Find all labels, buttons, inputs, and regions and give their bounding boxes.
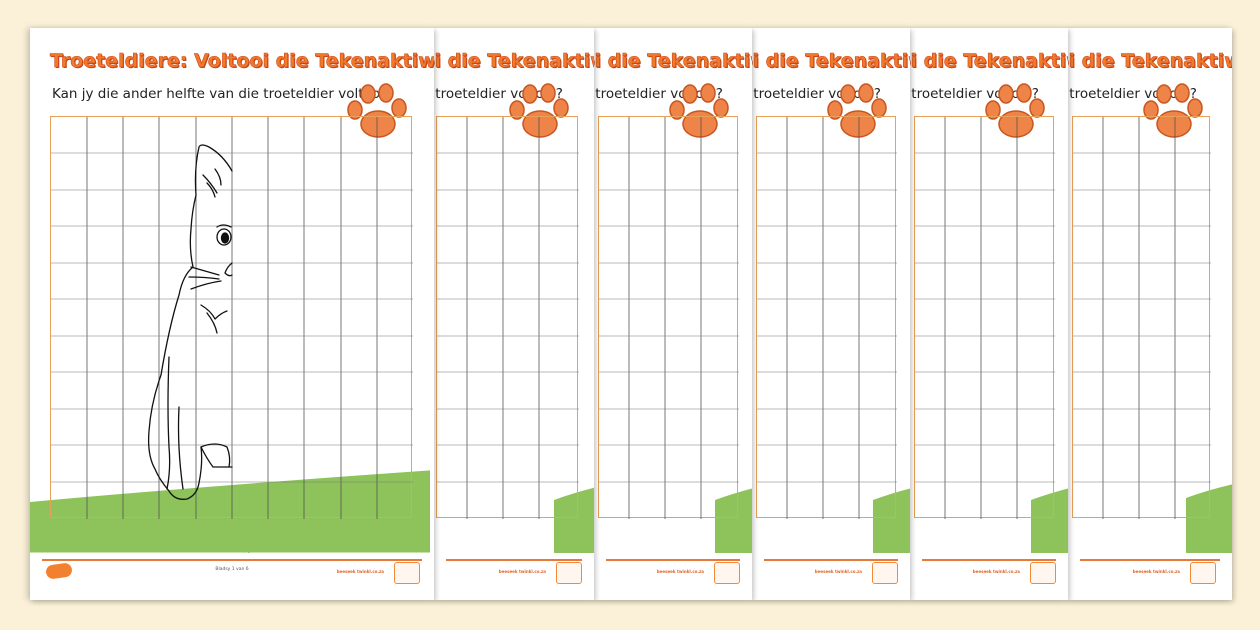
footer-site: beeseek twinkl.co.za (336, 569, 384, 574)
grid-lines (1073, 117, 1211, 519)
paw-print-icon (347, 83, 407, 138)
footer-site: beeseek twinkl.co.za (656, 569, 704, 574)
worksheet-page-2: Troeteldiere: Voltooi die Tekenaktiwitei… (434, 28, 594, 600)
grass-background (30, 470, 430, 553)
paw-print-icon (1143, 83, 1203, 138)
footer-divider (922, 559, 1056, 561)
worksheet-page-5: Troeteldiere: Voltooi die Tekenaktiwitei… (910, 28, 1068, 600)
paw-print-icon (827, 83, 887, 138)
grid-lines (437, 117, 579, 519)
worksheet-page-3: Troeteldiere: Voltooi die Tekenaktiwitei… (594, 28, 752, 600)
drawing-grid (436, 116, 579, 519)
footer-site: beeseek twinkl.co.za (498, 569, 546, 574)
worksheet-page-1: Troeteldiere: Voltooi die Tekenaktiwitei… (30, 28, 434, 600)
footer-divider (606, 559, 740, 561)
drawing-grid (914, 116, 1055, 519)
worksheet-title: Troeteldiere: Voltooi die Tekenaktiwitei… (1068, 50, 1232, 73)
grass-background (1031, 488, 1068, 553)
quality-badge-icon (1190, 562, 1216, 584)
quality-badge-icon (1030, 562, 1056, 584)
drawing-grid (598, 116, 739, 519)
quality-badge-icon (556, 562, 582, 584)
footer-site: beeseek twinkl.co.za (972, 569, 1020, 574)
footer-site: beeseek twinkl.co.za (1132, 569, 1180, 574)
worksheet-title: Troeteldiere: Voltooi die Tekenaktiwitei… (752, 50, 910, 73)
cat-half-drawing (147, 144, 233, 500)
drawing-grid (1072, 116, 1211, 519)
paw-print-icon (509, 83, 569, 138)
grid-lines (915, 117, 1055, 519)
worksheet-title: Troeteldiere: Voltooi die Tekenaktiwitei… (434, 50, 594, 73)
footer-divider (1080, 559, 1220, 561)
drawing-grid (756, 116, 897, 519)
grass-background (715, 488, 752, 553)
grass-background (873, 488, 910, 553)
worksheet-page-6: Troeteldiere: Voltooi die Tekenaktiwitei… (1068, 28, 1232, 600)
worksheet-page-4: Troeteldiere: Voltooi die Tekenaktiwitei… (752, 28, 910, 600)
footer-site: beeseek twinkl.co.za (814, 569, 862, 574)
worksheet-title: Troeteldiere: Voltooi die Tekenaktiwitei… (594, 50, 752, 73)
paw-print-icon (985, 83, 1045, 138)
footer-divider (446, 559, 582, 561)
grid-lines (757, 117, 897, 519)
quality-badge-icon (394, 562, 420, 584)
worksheet-title: Troeteldiere: Voltooi die Tekenaktiwitei… (50, 50, 434, 73)
grass-background (554, 487, 594, 553)
drawing-grid (50, 116, 413, 519)
grid-lines (51, 117, 413, 519)
paw-print-icon (669, 83, 729, 138)
quality-badge-icon (872, 562, 898, 584)
quality-badge-icon (714, 562, 740, 584)
worksheet-question: Kan jy die ander helfte van die troeteld… (52, 86, 391, 102)
grass-background (1186, 484, 1232, 553)
worksheet-title: Troeteldiere: Voltooi die Tekenaktiwitei… (910, 50, 1068, 73)
footer-divider (42, 559, 422, 561)
footer-divider (764, 559, 898, 561)
page-number: Bladsy 1 van 6 (215, 567, 249, 572)
grid-lines (599, 117, 739, 519)
